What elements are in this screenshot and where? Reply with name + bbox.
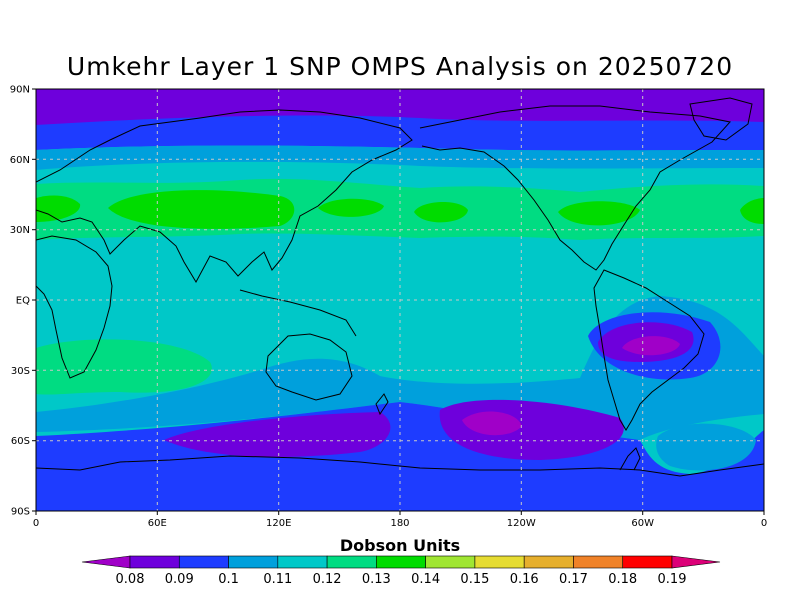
contour-band-0.14-pacific-central (414, 201, 468, 223)
y-tick-label-60n: 60N (10, 155, 30, 166)
tick-marks (32, 88, 765, 515)
coastline-africa (36, 235, 113, 379)
colorbar-level-label: 0.11 (263, 572, 292, 587)
coastline-antarctic-peninsula (619, 447, 641, 471)
colorbar-swatch (425, 555, 476, 569)
colorbar-swatch-high (671, 555, 721, 569)
y-tick-label-90s: 90S (11, 507, 30, 518)
coastline-south-america (593, 269, 705, 431)
x-tick-label-0-left: 0 (33, 518, 39, 529)
contour-band-0.14-atlantic-west (740, 198, 764, 224)
coastline-antarctica (36, 455, 764, 477)
coastlines (36, 97, 764, 477)
colorbar-level-label: 0.15 (460, 572, 489, 587)
colorbar-swatch-low (81, 555, 131, 569)
contour-band-0.13-south-africa (36, 339, 212, 395)
colorbar-level-label: 0.08 (116, 572, 145, 587)
colorbar-title: Dobson Units (339, 536, 461, 555)
contour-band-north-0.11 (36, 145, 764, 170)
colorbar-swatch (129, 555, 180, 569)
colorbar-level-label: 0.16 (510, 572, 539, 587)
x-tick-label-180: 180 (390, 518, 409, 529)
coastline-north-america (419, 105, 731, 271)
colorbar-swatch (178, 555, 229, 569)
x-tick-label-120e: 120E (266, 518, 291, 529)
colorbar-level-label: 0.09 (165, 572, 194, 587)
colorbar-level-label: 0.12 (313, 572, 342, 587)
contour-band-0.08-south-america (622, 336, 680, 356)
colorbar-swatch (376, 555, 426, 569)
contour-band-0.09-indian (164, 412, 391, 457)
x-tick-label-60w: 60W (631, 518, 654, 529)
contour-band-0.14-asia (108, 190, 295, 229)
coastline-greenland (689, 97, 753, 141)
x-tick-label-120w: 120W (507, 518, 536, 529)
colorbar-swatch (474, 555, 525, 569)
colorbar-level-label: 0.1 (218, 572, 239, 587)
y-tick-label-90n: 90N (10, 85, 30, 96)
map-title: Umkehr Layer 1 SNP OMPS Analysis on 2025… (66, 52, 734, 81)
coastline-europe-asia (36, 109, 413, 284)
colorbar-swatch (622, 555, 673, 569)
contour-band-0.14-north-america (558, 201, 640, 226)
colorbar-swatch (573, 555, 624, 569)
colorbar-level-label: 0.14 (411, 572, 440, 587)
y-tick-label-30s: 30S (11, 366, 30, 377)
contour-band-0.08-south-pacific (462, 411, 522, 436)
y-tick-label-eq: EQ (16, 296, 30, 307)
colorbar-swatch (228, 555, 279, 569)
colorbar-swatch (277, 555, 328, 569)
colorbar-swatch (326, 555, 377, 569)
coastline-southeast-asia (239, 289, 357, 337)
colorbar-swatch (523, 555, 574, 569)
contour-band-0.11-south-atlantic (656, 423, 756, 471)
x-tick-label-60e: 60E (148, 518, 167, 529)
contour-band-0.11-south (36, 296, 764, 440)
coastline-new-zealand (375, 393, 389, 416)
x-tick-label-0-right: 0 (761, 518, 767, 529)
coastline-australia (265, 333, 353, 401)
colorbar-level-label: 0.19 (658, 572, 687, 587)
contour-band-0.14-pacific-west (318, 198, 384, 217)
colorbar: 0.08 0.09 0.1 0.11 0.12 0.13 0.14 0.15 0.16 0.17 0… (81, 555, 721, 587)
colorbar-level-label: 0.18 (608, 572, 637, 587)
y-tick-label-30n: 30N (10, 225, 30, 236)
graticule (36, 89, 764, 511)
colorbar-level-label: 0.17 (559, 572, 588, 587)
colorbar-level-label: 0.13 (362, 572, 391, 587)
contour-band-0.14-atlantic-east (36, 195, 81, 222)
y-tick-label-60s: 60S (11, 436, 30, 447)
